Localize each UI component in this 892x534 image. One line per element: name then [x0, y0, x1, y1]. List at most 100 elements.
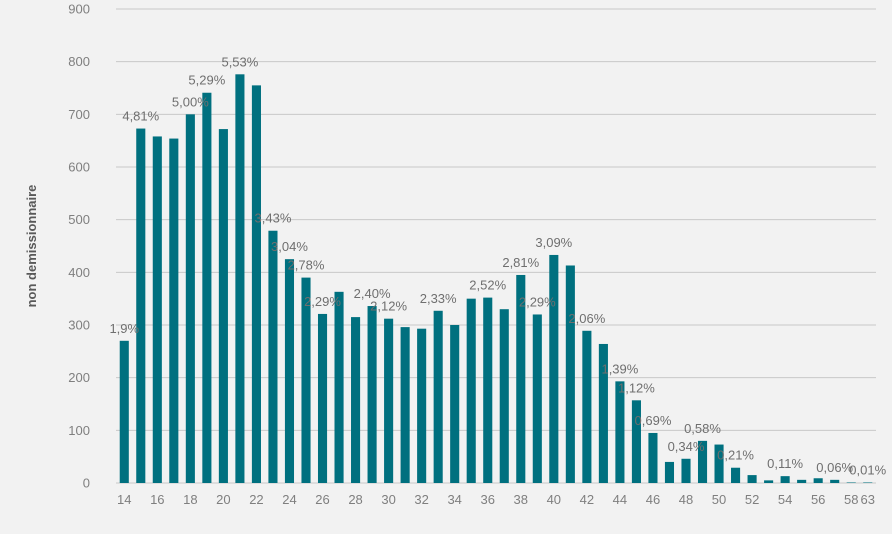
data-label-38: 2,81%	[502, 255, 539, 270]
x-tick-label: 40	[547, 492, 561, 507]
x-tick-label: 14	[117, 492, 131, 507]
y-axis-tick-labels: 0 100 200 300 400 500 600 700 800 900	[68, 2, 90, 491]
bar-31	[400, 327, 410, 483]
bar-48	[681, 458, 691, 483]
bars	[119, 74, 873, 484]
data-label-63: 0,01%	[849, 462, 886, 477]
data-label-40: 3,09%	[535, 235, 572, 250]
bar-43	[598, 343, 608, 483]
data-label-44: 1,39%	[601, 361, 638, 376]
x-tick-label: 32	[414, 492, 428, 507]
y-tick-label: 300	[68, 318, 90, 333]
x-tick-label: 38	[514, 492, 528, 507]
data-label-42: 2,06%	[568, 311, 605, 326]
bar-17	[169, 138, 179, 483]
x-axis-tick-labels: 14 16 18 20 22 24 26 28 30 32 34 36 38 40 42 44 46 48 50 52…	[117, 492, 875, 507]
bar-18	[185, 114, 195, 483]
x-tick-label: 48	[679, 492, 693, 507]
data-label-23: 3,43%	[255, 211, 292, 226]
x-tick-label: 16	[150, 492, 164, 507]
data-label-54: 0,11%	[767, 456, 803, 471]
bar-22	[251, 85, 261, 484]
data-label-24: 3,04%	[271, 239, 308, 254]
bar-56	[813, 478, 823, 483]
x-tick-label: 52	[745, 492, 759, 507]
bar-34	[450, 325, 460, 483]
x-tick-label: 42	[580, 492, 594, 507]
data-label-15: 4,81%	[122, 109, 159, 124]
bar-15	[136, 128, 146, 484]
y-tick-label: 500	[68, 212, 90, 227]
x-tick-label: 46	[646, 492, 660, 507]
data-label-14: 1,9%	[109, 321, 139, 336]
x-tick-label: 24	[282, 492, 296, 507]
bar-24	[284, 259, 295, 483]
bar-45	[631, 400, 641, 483]
bar-57	[830, 479, 840, 483]
y-tick-label: 600	[68, 160, 90, 175]
data-label-19: 5,29%	[188, 73, 225, 88]
bar-52	[747, 475, 757, 483]
data-label-46: 0,69%	[635, 413, 672, 428]
x-tick-label: 30	[381, 492, 395, 507]
bar-50	[714, 444, 724, 483]
bar-21	[235, 74, 245, 483]
x-tick-label: 54	[778, 492, 792, 507]
bar-49	[697, 440, 708, 483]
data-label-30: 2,12%	[370, 299, 407, 314]
bar-36	[483, 297, 493, 483]
data-label-26: 2,29%	[304, 294, 341, 309]
x-tick-label: 63	[861, 492, 875, 507]
data-label-25: 2,78%	[288, 258, 325, 273]
bar-19	[202, 92, 212, 484]
bar-38	[516, 274, 526, 483]
x-tick-label: 36	[481, 492, 495, 507]
bar-58	[846, 482, 856, 483]
bar-35	[466, 298, 476, 483]
bar-14	[119, 340, 129, 483]
data-label-45: 1,12%	[618, 380, 655, 395]
bar-29	[367, 306, 377, 483]
data-label-36: 2,52%	[469, 278, 506, 293]
bar-40	[549, 254, 559, 483]
y-tick-label: 900	[68, 2, 90, 17]
bar-28	[351, 317, 361, 483]
bar-41	[565, 265, 575, 483]
x-tick-label: 26	[315, 492, 329, 507]
data-label-51: 0,21%	[717, 448, 754, 463]
y-tick-label: 200	[68, 370, 90, 385]
x-tick-label: 18	[183, 492, 197, 507]
data-label-57: 0,06%	[816, 460, 853, 475]
y-tick-label: 100	[68, 423, 90, 438]
bar-25	[301, 277, 311, 483]
y-axis-label: non demissionnaire	[24, 185, 39, 308]
data-label-33: 2,33%	[420, 291, 457, 306]
bar-53	[764, 480, 774, 483]
data-label-18: 5,00%	[172, 94, 209, 109]
x-tick-label: 28	[348, 492, 362, 507]
x-tick-label: 22	[249, 492, 263, 507]
x-tick-label: 58	[844, 492, 858, 507]
bar-39	[532, 314, 542, 483]
data-label-49: 0,58%	[684, 421, 721, 436]
bar-16	[152, 136, 162, 483]
bar-33	[433, 310, 443, 483]
bar-44	[615, 381, 625, 483]
y-tick-label: 400	[68, 265, 90, 280]
bar-20	[218, 129, 228, 483]
bar-51	[731, 467, 741, 483]
bar-23	[268, 230, 278, 483]
x-tick-label: 56	[811, 492, 825, 507]
bar-47	[664, 461, 675, 483]
bar-42	[582, 330, 592, 483]
x-tick-label: 34	[447, 492, 461, 507]
data-label-48: 0,34%	[668, 439, 705, 454]
data-label-39: 2,29%	[519, 294, 556, 309]
bar-27	[334, 291, 344, 483]
x-tick-label: 44	[613, 492, 627, 507]
y-tick-label: 0	[83, 476, 90, 491]
data-label-21: 5,53%	[221, 54, 258, 69]
bar-37	[499, 309, 509, 483]
bar-46	[648, 432, 658, 483]
